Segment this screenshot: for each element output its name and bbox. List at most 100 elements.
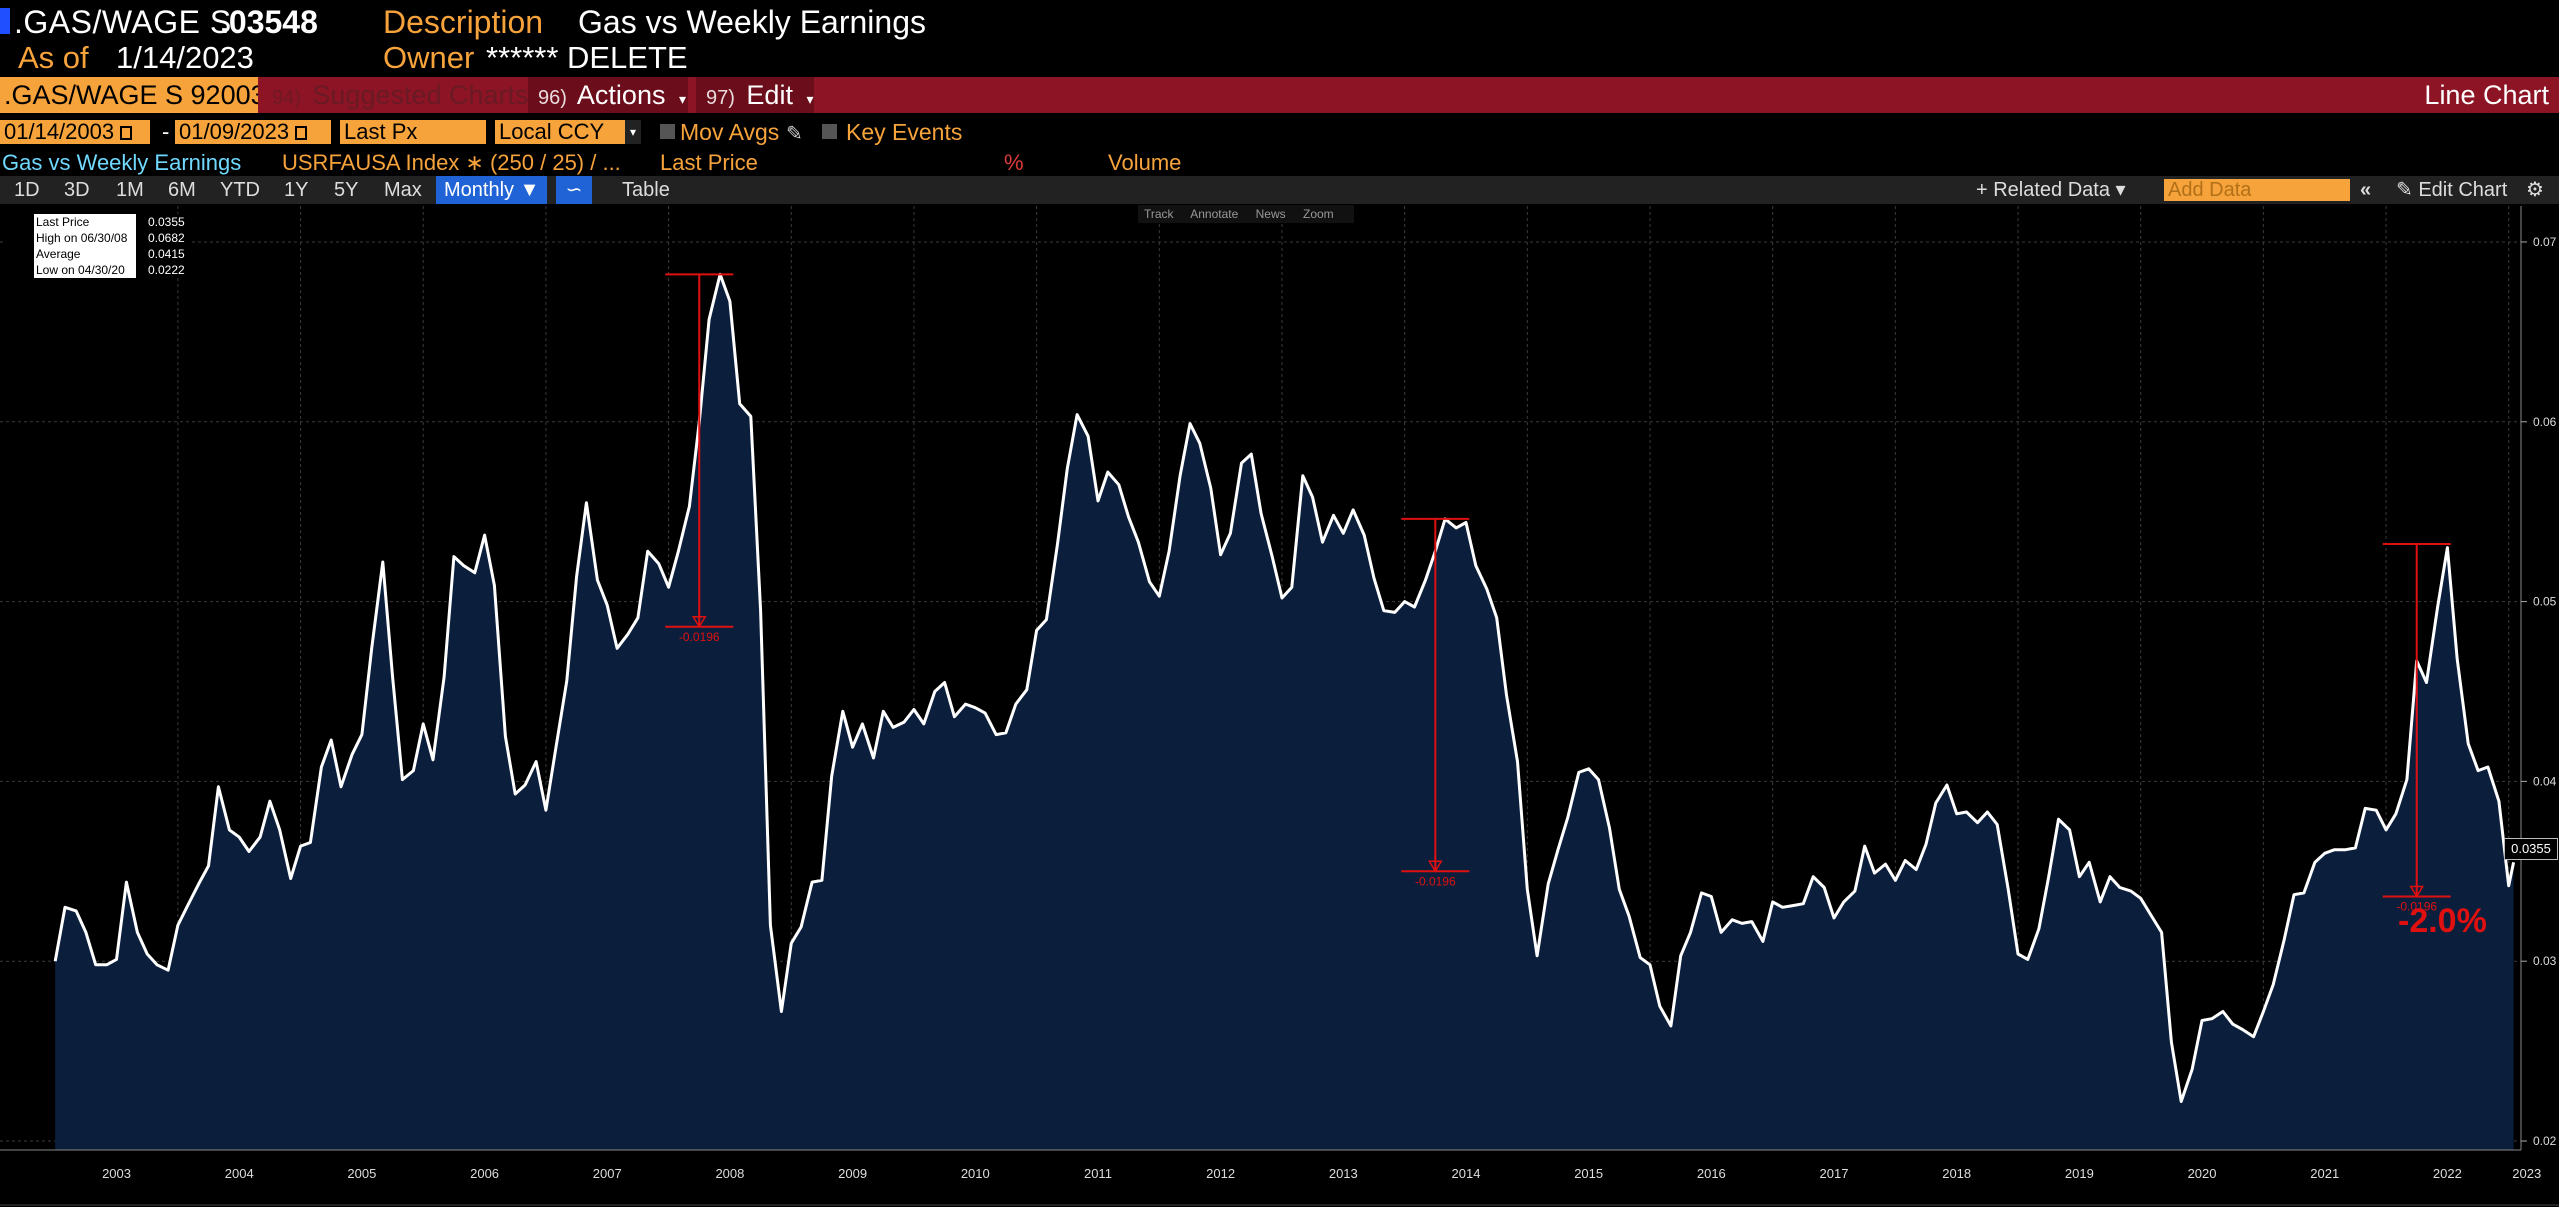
security-field[interactable]: .GAS/WAGE S 92003 (0, 77, 258, 113)
edit-chart-button[interactable]: ✎ Edit Chart (2396, 176, 2507, 204)
period-6m[interactable]: 6M (168, 179, 196, 201)
x-tick-label: 2022 (2433, 1166, 2462, 1181)
calendar-icon[interactable] (120, 126, 133, 141)
news-tool[interactable]: News (1255, 207, 1286, 221)
currency-value: Local CCY (499, 119, 605, 144)
period-1m[interactable]: 1M (116, 179, 144, 201)
chevron-down-icon: ▾ (625, 120, 641, 144)
stat-value: 0.0682 (148, 231, 185, 245)
y-tick-label: 0.02 (2533, 1134, 2557, 1148)
y-tick-label: 0.05 (2533, 595, 2557, 609)
annotation-arrowhead (691, 616, 707, 629)
stat-row: High on 06/30/08 0.0682 (4, 230, 190, 246)
key-events-label[interactable]: Key Events (846, 119, 963, 145)
x-tick-label: 2023 (2512, 1166, 2541, 1181)
annotations: -0.0196 -0.0196 -0.0196 (665, 273, 2451, 913)
last-price-marker: 0.0355 (2504, 838, 2558, 860)
x-tick-label: 2017 (1820, 1166, 1849, 1181)
description-value: Gas vs Weekly Earnings (578, 4, 926, 40)
stat-row: Low on 04/30/20 0.0222 (4, 262, 190, 278)
x-tick-label: 2012 (1206, 1166, 1235, 1181)
start-date-field[interactable]: 01/14/2003 (0, 120, 150, 144)
calendar-icon[interactable] (295, 126, 308, 141)
period-1y[interactable]: 1Y (284, 179, 309, 201)
pct-change-label: -2.0% (2398, 902, 2487, 940)
actions-menu-button[interactable]: 96) Actions ▾ (528, 77, 688, 113)
gear-icon[interactable]: ⚙ (2526, 179, 2544, 201)
chevron-down-icon: ▾ (678, 91, 687, 107)
x-tick-label: 2008 (715, 1166, 744, 1181)
stat-value: 0.0415 (148, 247, 185, 261)
frequency-dropdown[interactable]: Monthly ▼ (436, 176, 548, 204)
x-tick-label: 2010 (961, 1166, 990, 1181)
key-events-checkbox[interactable] (822, 124, 837, 139)
mov-avgs-label[interactable]: Mov Avgs (680, 119, 780, 145)
x-tick-label: 2021 (2310, 1166, 2339, 1181)
annotation-label: -0.0196 (2396, 899, 2437, 913)
related-data-button[interactable]: + Related Data ▾ (1976, 179, 2126, 201)
suggested-charts-button[interactable]: 94) Suggested Charts (264, 77, 532, 113)
actions-label: Actions (576, 80, 666, 110)
edit-menu-button[interactable]: 97) Edit ▾ (696, 77, 814, 113)
period-max[interactable]: Max (384, 179, 422, 201)
legend-pct: % (1004, 150, 1024, 175)
chart-tools: Track Annotate News Zoom (1138, 205, 1354, 223)
stat-label: Average (34, 246, 136, 262)
stat-row: Last Price 0.0355 (4, 214, 190, 230)
annotation-label: -0.0196 (1415, 874, 1456, 888)
owner-label: Owner (383, 40, 475, 75)
x-tick-label: 2013 (1329, 1166, 1358, 1181)
security-marker (0, 8, 10, 34)
end-date-field[interactable]: 01/09/2023 (175, 120, 331, 144)
function-bar: .GAS/WAGE S 92003 94) Suggested Charts 9… (0, 77, 2559, 113)
line-chart-icon[interactable]: ∽ (556, 176, 592, 204)
stats-legend: Last Price 0.0355 High on 06/30/08 0.0682 … (4, 214, 190, 278)
chart-area[interactable]: -0.0196-0.0196-0.0196 0.020.030.040.050.… (0, 206, 2559, 1207)
x-tick-label: 2015 (1574, 1166, 1603, 1181)
date-separator: - (162, 119, 170, 144)
x-axis-band (0, 1151, 2559, 1207)
legend-series-name: Gas vs Weekly Earnings (2, 150, 242, 175)
x-tick-label: 2007 (593, 1166, 622, 1181)
pencil-icon[interactable]: ✎ (786, 123, 803, 145)
annotation-arrowhead (1427, 860, 1443, 873)
x-tick-label: 2009 (838, 1166, 867, 1181)
legend-index[interactable]: USRFAUSA Index ∗ (250 / 25) / ... (282, 150, 621, 175)
legend-volume: Volume (1108, 150, 1182, 175)
x-tick-label: 2018 (1942, 1166, 1971, 1181)
as-of-label: As of (18, 40, 89, 75)
table-button[interactable]: Table (622, 179, 670, 201)
period-1d[interactable]: 1D (14, 179, 40, 201)
stat-value: 0.0355 (148, 215, 185, 229)
axes: 0.02 0.03 0.04 0.05 0.06 0.07 2003 2004 2005 2006… (0, 206, 2559, 1206)
security-ticker[interactable]: .GAS/WAGE S (14, 4, 232, 40)
period-3d[interactable]: 3D (64, 179, 90, 201)
y-tick-label: 0.04 (2533, 774, 2557, 788)
annotate-tool[interactable]: Annotate (1190, 207, 1239, 221)
stat-value: 0.0222 (148, 263, 185, 277)
x-tick-label: 2016 (1697, 1166, 1726, 1181)
add-data-input[interactable]: Add Data (2164, 179, 2350, 201)
chart-type-label[interactable]: Line Chart (2424, 80, 2549, 110)
price-field-select[interactable]: Last Px (340, 120, 486, 144)
x-tick-label: 2020 (2188, 1166, 2217, 1181)
owner-value: ****** DELETE (486, 40, 688, 75)
annotation-arrowhead (2409, 885, 2425, 898)
currency-select[interactable]: Local CCY ▾ (495, 120, 641, 144)
y-tick-label: 0.03 (2533, 954, 2557, 968)
x-tick-label: 2006 (470, 1166, 499, 1181)
legend-field: Last Price (660, 150, 758, 175)
as-of-date: 1/14/2023 (116, 40, 254, 75)
track-tool[interactable]: Track (1144, 207, 1174, 221)
period-5y[interactable]: 5Y (334, 179, 359, 201)
y-tick-label: 0.07 (2533, 235, 2557, 249)
y-tick-label: 0.06 (2533, 415, 2557, 429)
pencil-icon: ✎ (2396, 179, 2413, 201)
x-tick-label: 2003 (102, 1166, 131, 1181)
zoom-tool[interactable]: Zoom (1302, 207, 1334, 221)
edit-label: Edit (746, 80, 793, 110)
mov-avgs-checkbox[interactable] (660, 124, 675, 139)
period-ytd[interactable]: YTD (220, 179, 260, 201)
collapse-icon[interactable]: « (2360, 179, 2372, 201)
stat-label: Low on 04/30/20 (34, 262, 136, 278)
